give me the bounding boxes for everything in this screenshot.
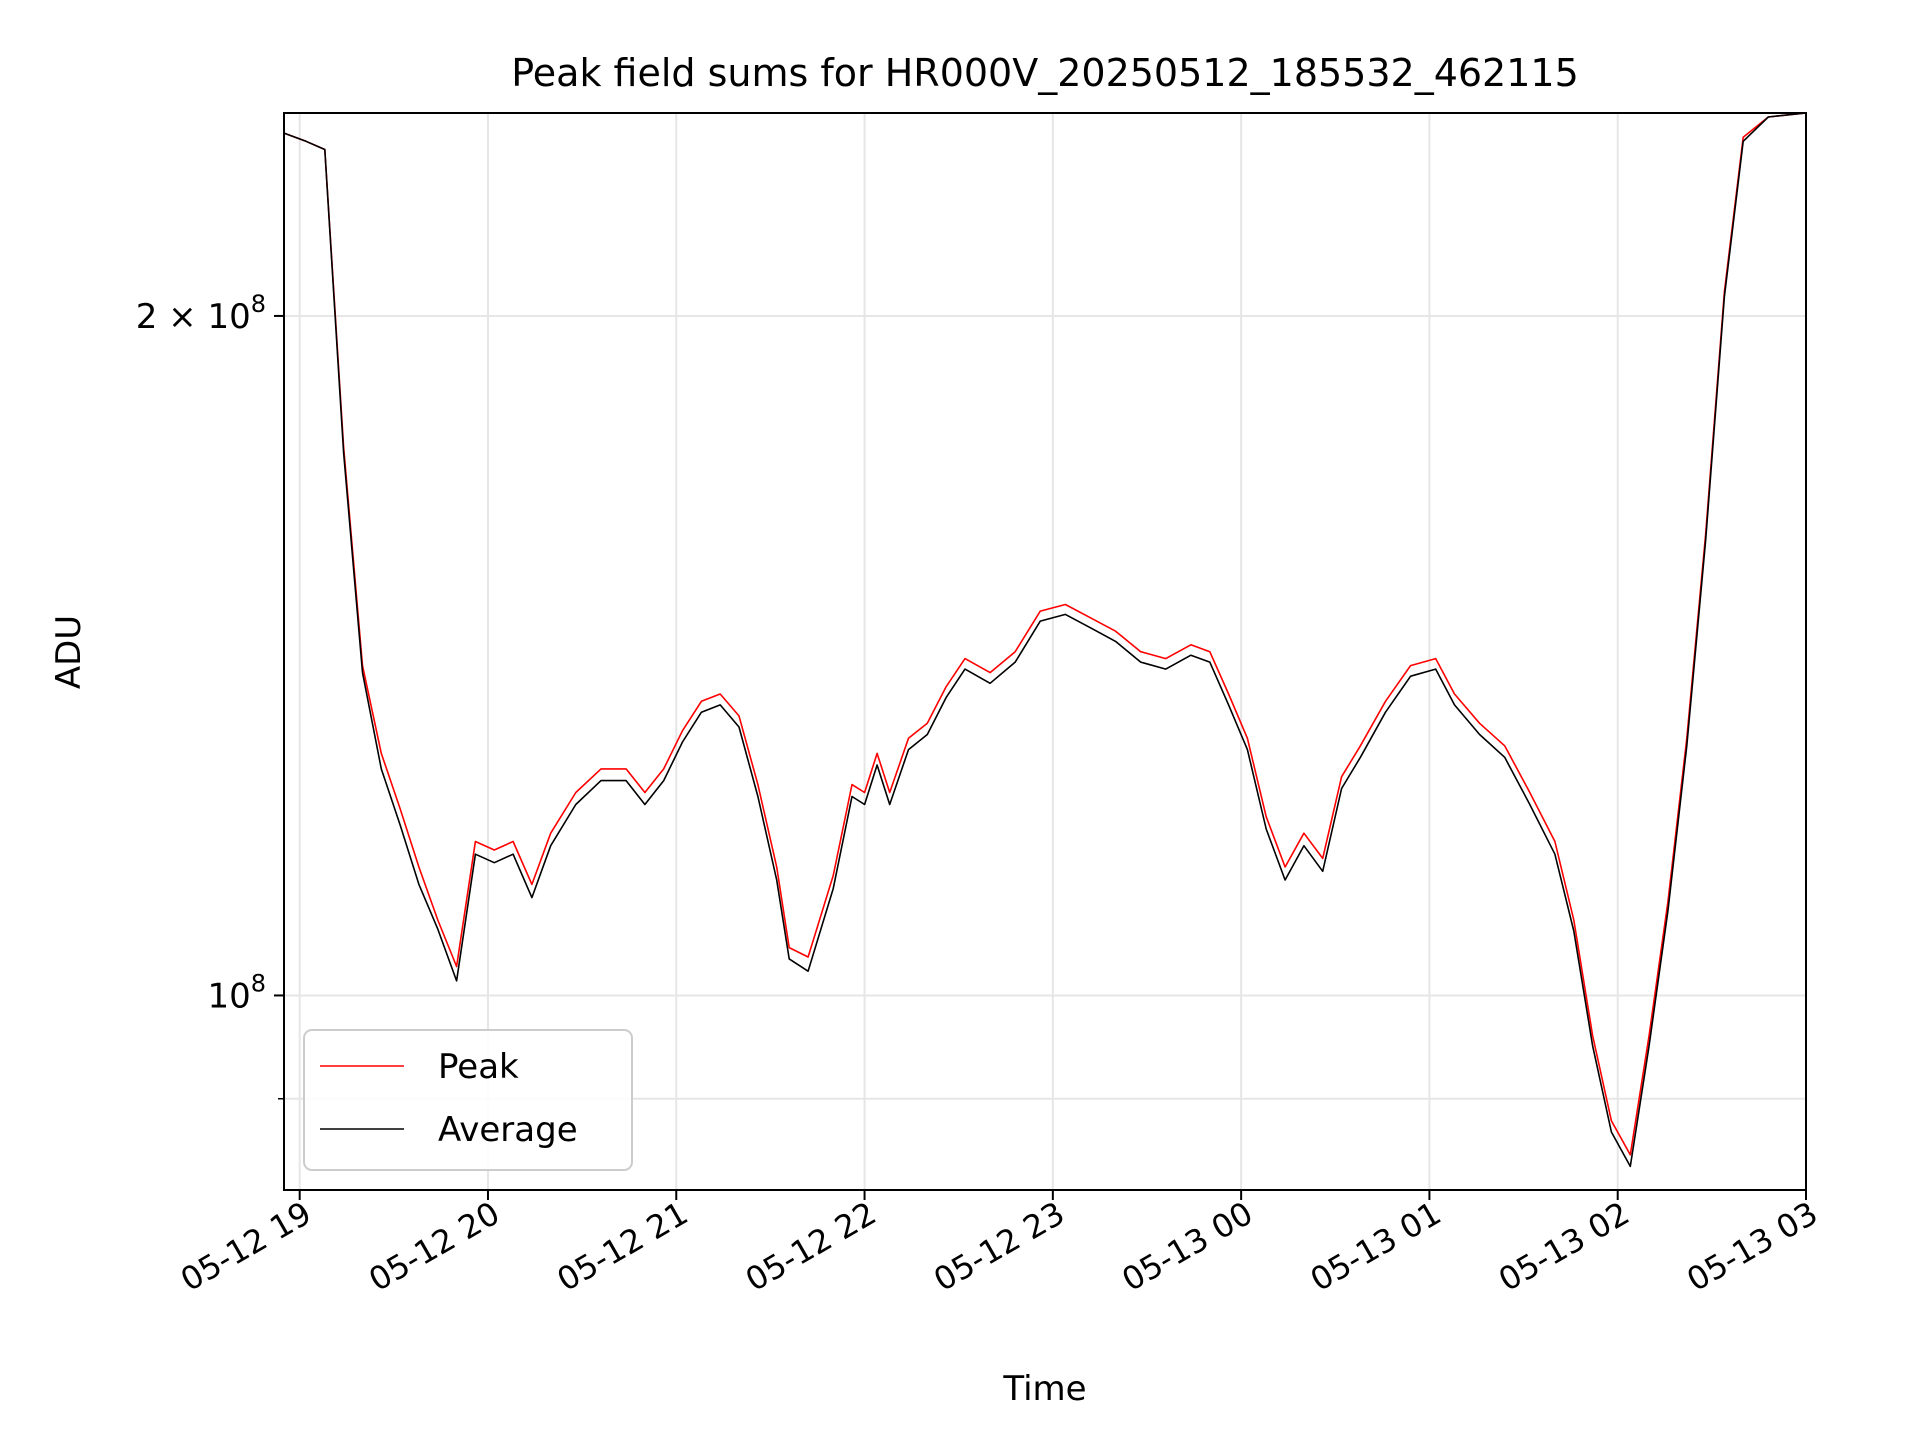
legend: Peak Average [303, 1029, 633, 1171]
series-layer [283, 112, 1807, 1168]
legend-box [303, 1029, 633, 1171]
y-ticks: 108 2 × 108 [136, 290, 284, 1100]
y-tick-label: 108 [207, 969, 266, 1016]
chart-title: Peak field sums for HR000V_20250512_1855… [511, 51, 1579, 95]
y-axis-label: ADU [49, 615, 89, 689]
y-tick-label: 2 × 108 [136, 290, 266, 337]
series-line-average [283, 112, 1807, 1168]
plot-frame [283, 112, 1807, 1191]
x-axis-label: Time [1002, 1369, 1086, 1409]
series-line-peak [283, 112, 1807, 1156]
legend-average-label: Average [438, 1110, 578, 1150]
legend-peak-label: Peak [438, 1047, 519, 1087]
